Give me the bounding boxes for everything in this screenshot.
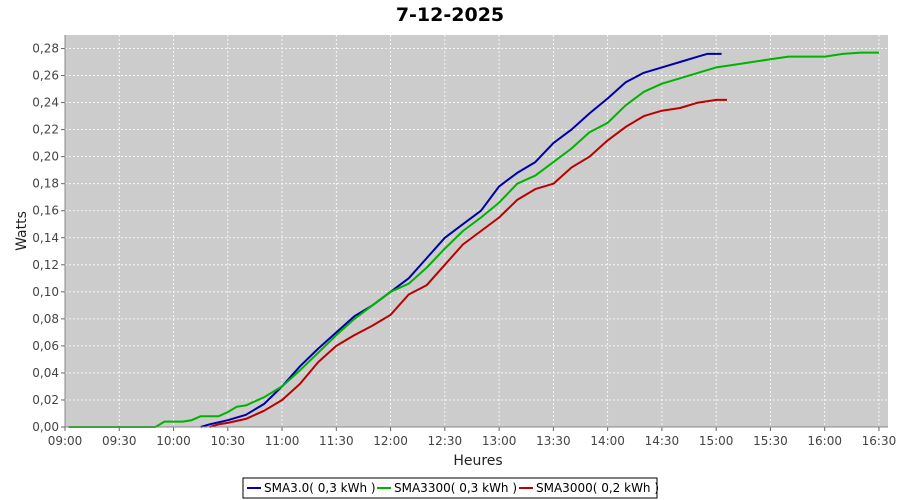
y-tick-label: 0,22 xyxy=(32,123,59,137)
x-axis-label: Heures xyxy=(453,453,502,469)
x-tick-label: 15:30 xyxy=(753,434,788,448)
chart-title: 7-12-2025 xyxy=(396,4,504,26)
y-tick-label: 0,28 xyxy=(32,42,59,56)
x-tick-label: 09:00 xyxy=(48,434,83,448)
x-tick-label: 13:30 xyxy=(536,434,571,448)
y-tick-label: 0,24 xyxy=(32,96,59,110)
axes xyxy=(61,35,888,431)
x-tick-label: 13:00 xyxy=(482,434,517,448)
series-lines xyxy=(68,51,879,428)
x-tick-label: 10:00 xyxy=(156,434,191,448)
x-tick-label: 09:30 xyxy=(102,434,137,448)
y-tick-label: 0,00 xyxy=(32,420,59,434)
x-tick-label: 15:00 xyxy=(699,434,734,448)
x-tick-label: 16:00 xyxy=(807,434,842,448)
y-tick-labels: 0,00 0,02 0,04 0,06 0,08 0,10 0,12 0,14 0,16 0,18… xyxy=(32,42,59,434)
y-tick-label: 0,12 xyxy=(32,258,59,272)
x-tick-label: 12:30 xyxy=(428,434,463,448)
series-line-2 xyxy=(68,51,879,428)
y-tick-label: 0,18 xyxy=(32,177,59,191)
y-tick-label: 0,02 xyxy=(32,393,59,407)
plot-area xyxy=(65,35,888,427)
y-tick-label: 0,14 xyxy=(32,231,59,245)
y-tick-label: 0,26 xyxy=(32,69,59,83)
x-tick-label: 14:30 xyxy=(645,434,680,448)
legend-entry-2: SMA3300( 0,3 kWh ) xyxy=(394,481,517,495)
y-tick-label: 0,20 xyxy=(32,150,59,164)
series-line-3 xyxy=(209,98,727,428)
x-tick-labels: 09:00 09:30 10:00 10:30 11:00 11:30 12:00 12:30… xyxy=(48,434,897,448)
y-tick-label: 0,10 xyxy=(32,285,59,299)
x-tick-label: 11:30 xyxy=(319,434,354,448)
x-tick-label: 14:00 xyxy=(590,434,625,448)
y-tick-label: 0,06 xyxy=(32,339,59,353)
legend: SMA3.0( 0,3 kWh ) SMA3300( 0,3 kWh ) SMA30… xyxy=(242,477,659,499)
y-axis-label: Watts xyxy=(14,211,30,251)
y-tick-label: 0,04 xyxy=(32,366,59,380)
y-tick-label: 0,08 xyxy=(32,312,59,326)
legend-box xyxy=(242,477,658,499)
x-tick-label: 16:30 xyxy=(862,434,897,448)
legend-entry-3: SMA3000( 0,2 kWh ) xyxy=(536,481,659,495)
legend-entry-1: SMA3.0( 0,3 kWh ) xyxy=(264,481,376,495)
y-tick-label: 0,16 xyxy=(32,204,59,218)
x-tick-label: 11:00 xyxy=(265,434,300,448)
x-tick-label: 12:00 xyxy=(373,434,408,448)
x-tick-label: 10:30 xyxy=(210,434,245,448)
